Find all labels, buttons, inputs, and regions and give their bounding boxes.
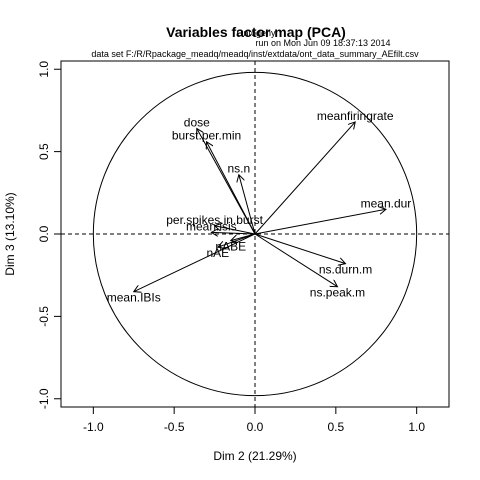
arrow-line bbox=[231, 233, 256, 241]
y-tick-label: 0.0 bbox=[37, 225, 51, 242]
arrow-label: ns.peak.m bbox=[310, 286, 365, 300]
arrow-ns-durn-m: ns.durn.m bbox=[254, 233, 372, 277]
y-axis: -1.0 -0.5 0.0 0.5 1.0 bbox=[37, 61, 62, 409]
x-tick-label: 1.0 bbox=[408, 420, 425, 434]
x-tick-label: -1.0 bbox=[83, 420, 104, 434]
x-tick-label: 0.5 bbox=[327, 420, 344, 434]
arrow-line bbox=[254, 209, 386, 235]
arrow-line bbox=[211, 232, 256, 234]
arrow-label: mean.isis bbox=[186, 219, 237, 233]
arrow-label: nAE bbox=[206, 246, 229, 260]
arrow-meanfiringrate: meanfiringrate bbox=[254, 109, 394, 235]
chart-subtitle-run: run on Mon Jun 09 18:37:13 2014 bbox=[255, 38, 390, 48]
arrow-nabe: nABE bbox=[215, 233, 256, 254]
arrow-line bbox=[134, 233, 256, 292]
chart-title: Variables factor map (PCA) bbox=[166, 24, 346, 40]
arrow-label: burst.per.min bbox=[172, 129, 241, 143]
arrow-line bbox=[215, 226, 256, 235]
arrow-label: dose bbox=[184, 116, 210, 130]
arrow-line bbox=[254, 233, 337, 287]
y-tick-label: 1.0 bbox=[37, 61, 51, 78]
arrow-mean-isis: mean.isis bbox=[186, 219, 256, 234]
x-axis-label: Dim 2 (21.29%) bbox=[213, 449, 296, 463]
arrow-label: meanfiringrate bbox=[317, 109, 394, 123]
variable-arrows: meanfiringrate mean.dur ns.durn.m ns.peak.m… bbox=[107, 109, 412, 305]
arrow-line bbox=[207, 142, 256, 235]
arrow-per-spikes-in-burst: per.spikes.in.burst bbox=[166, 213, 264, 235]
arrow-label: mean.IBIs bbox=[107, 291, 161, 305]
arrow-label: nABE bbox=[215, 240, 246, 254]
x-tick-label: -0.5 bbox=[164, 420, 185, 434]
y-tick-label: -1.0 bbox=[37, 388, 51, 409]
arrow-burst-per-min: burst.per.min bbox=[172, 129, 256, 235]
chart-subtitle-overlap: Ontogeny bbox=[236, 28, 276, 38]
arrow-mean-dur: mean.dur bbox=[254, 196, 412, 235]
correlation-circle bbox=[92, 71, 418, 397]
arrow-line bbox=[239, 175, 256, 235]
arrow-label: ns.durn.m bbox=[319, 263, 372, 277]
y-axis-label: Dim 3 (13.10%) bbox=[3, 192, 17, 275]
arrow-mean-ibis: mean.IBIs bbox=[107, 233, 256, 305]
arrow-line bbox=[254, 122, 355, 235]
arrow-line bbox=[254, 233, 346, 264]
x-tick-label: 0.0 bbox=[247, 420, 264, 434]
y-tick-label: 0.5 bbox=[37, 143, 51, 160]
arrow-label: per.spikes.in.burst bbox=[166, 213, 263, 227]
arrow-ns-peak-m: ns.peak.m bbox=[254, 233, 365, 300]
y-tick-label: -0.5 bbox=[37, 306, 51, 327]
chart-subtitle-dataset: data set F:/R/Rpackage_meadq/meadq/inst/… bbox=[91, 49, 419, 59]
arrow-ns-n: ns.n bbox=[227, 162, 256, 235]
x-axis: -1.0 -0.5 0.0 0.5 1.0 bbox=[83, 406, 425, 434]
arrow-label: mean.dur bbox=[361, 196, 412, 210]
arrow-label: ns.n bbox=[227, 162, 250, 176]
